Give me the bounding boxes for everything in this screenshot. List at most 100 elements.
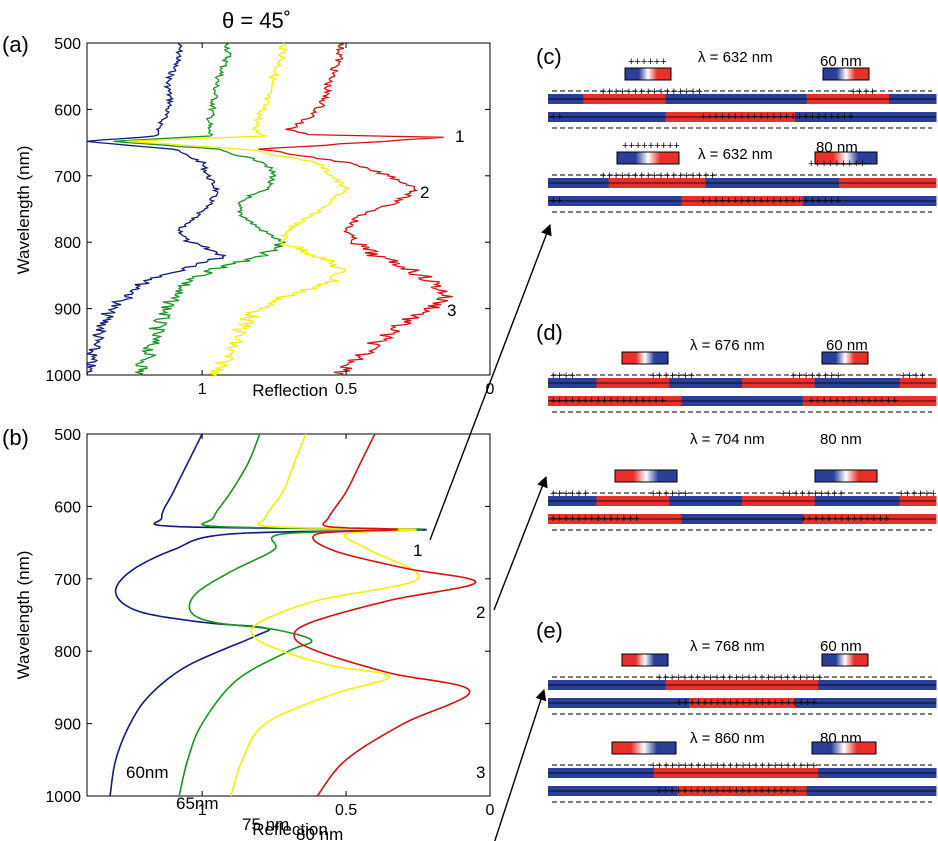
- charge-plus: ++++++++++++++++++: [550, 395, 666, 407]
- nanoparticle-left: [621, 351, 669, 365]
- peak-annotation-3: 3: [447, 301, 456, 320]
- charge-plus: ++++++++++++++++: [600, 86, 703, 98]
- series-line-75nm: [230, 433, 420, 797]
- peak-annotation-1: 1: [413, 541, 422, 560]
- field-graphics: ++++++++++++++++++++++ ++++++ ++++++++++++…: [548, 56, 937, 803]
- charge-plus: ++++: [850, 86, 876, 98]
- lambda-c1: λ = 632 nm: [698, 49, 773, 66]
- x-ticks-b: 1 0.5 0: [198, 434, 495, 819]
- charge-plus: ++++++++++++++: [808, 395, 898, 407]
- metal-film-top: [548, 680, 937, 690]
- y-ticks-b: 500 600 700 800 900 1000: [45, 427, 490, 806]
- arrow-to-e: [494, 688, 547, 841]
- connector-arrows: [429, 223, 552, 841]
- panel-label-b: (b): [2, 425, 29, 450]
- size-c1: 60 nm: [820, 53, 862, 70]
- lambda-d2: λ = 704 nm: [690, 431, 765, 448]
- y-tick-label: 700: [54, 572, 81, 589]
- field-panels: (c) (d) (e) λ = 632 nm 60 nm λ = 632 nm …: [536, 44, 937, 803]
- axes-frame-a: [86, 42, 491, 376]
- charge-plus: ++++++++++++++++++++++++++: [650, 760, 817, 772]
- charge-plus: ++: [550, 111, 563, 123]
- peak-annotation-2: 2: [420, 183, 429, 202]
- y-tick-label: 1000: [45, 368, 81, 385]
- plot-area-a: [85, 42, 453, 376]
- size-d1: 60 nm: [826, 337, 868, 354]
- series-line-color1: [113, 42, 286, 376]
- x-tick-label: 0.5: [335, 802, 357, 819]
- field-e1: λ = 768 nm 60 nm: [690, 638, 862, 655]
- peak-annotation-1: 1: [455, 127, 464, 146]
- metal-film-bottom: [548, 396, 937, 406]
- metal-film-top: [548, 768, 937, 778]
- y-tick-label: 500: [54, 36, 81, 53]
- nanoparticle-left: [611, 741, 677, 755]
- y-axis-label-a: Wavelength (nm): [14, 146, 33, 275]
- lambda-c2: λ = 632 nm: [698, 146, 773, 163]
- metal-film-bottom: [548, 698, 937, 708]
- x-tick-label: 1: [198, 381, 207, 398]
- y-tick-label: 500: [54, 427, 81, 444]
- lambda-e2: λ = 860 nm: [690, 730, 765, 747]
- x-tick-label: 1: [198, 802, 207, 819]
- series-line-color3: [258, 42, 453, 376]
- lambda-e1: λ = 768 nm: [690, 638, 765, 655]
- series-label-60nm: 60nm: [126, 763, 169, 782]
- plot-area-b: [109, 433, 477, 797]
- panel-label-a: (a): [2, 32, 29, 57]
- nanoparticle-right: [811, 741, 877, 755]
- metal-film-top: [548, 378, 937, 388]
- y-ticks-a: 500 600 700 800 900 1000: [45, 36, 490, 385]
- nanoparticle-left: [624, 67, 672, 81]
- metal-film-bottom: [548, 786, 937, 796]
- x-ticks-a: 1 0.5 0: [198, 43, 495, 398]
- charge-plus: ++++: [550, 370, 576, 382]
- charge-plus: +++++++++: [808, 158, 866, 170]
- charge-plus: ++++++++++++++: [550, 513, 640, 525]
- charge-plus: +++++++++: [622, 140, 680, 152]
- panel-label-c: (c): [536, 44, 562, 69]
- charge-plus: ++++++++++++++++++++++++: [700, 111, 854, 123]
- axes-frame-b: [86, 433, 491, 797]
- lambda-d1: λ = 676 nm: [690, 337, 765, 354]
- nanoparticle-right: [821, 351, 869, 365]
- metal-film-bottom: [548, 514, 937, 524]
- charge-plus: ++++++: [898, 488, 937, 500]
- field-c1: λ = 632 nm 60 nm: [698, 49, 862, 70]
- series-line-color2: [127, 42, 350, 376]
- charge-plus: ++++++++++++++++++: [600, 170, 716, 182]
- y-tick-label: 600: [54, 499, 81, 516]
- x-tick-label: 0: [486, 381, 495, 398]
- nanoparticle-right: [822, 67, 870, 81]
- x-axis-label-a: Reflection: [252, 381, 328, 400]
- y-tick-label: 600: [54, 102, 81, 119]
- x-axis-label-b: Reflection: [252, 820, 328, 839]
- arrow-to-d: [493, 475, 548, 611]
- theta-label: θ = 45˚: [222, 8, 291, 33]
- size-d2: 80 nm: [820, 431, 862, 448]
- charge-plus: ++++++++++: [780, 488, 844, 500]
- metal-film-top: [548, 178, 937, 188]
- y-axis-label-b: Wavelength (nm): [14, 551, 33, 680]
- series-label-65nm: 65nm: [176, 794, 219, 813]
- metal-film-top: [548, 94, 937, 104]
- y-tick-label: 700: [54, 169, 81, 186]
- y-tick-label: 1000: [45, 789, 81, 806]
- charge-plus: ++++++: [650, 488, 689, 500]
- peak-annotation-3: 3: [476, 763, 485, 782]
- charge-plus: ++++++++++++++++++++++++++: [656, 672, 823, 684]
- series-line-color0: [85, 42, 227, 376]
- charge-plus: +++++++: [650, 370, 695, 382]
- series-line-80nm: [293, 433, 477, 797]
- annotations-b: 1 2 3: [413, 541, 485, 782]
- nanoparticle-left: [616, 151, 680, 165]
- arrow-to-c: [429, 223, 552, 541]
- annotations-a: 1 2 3: [420, 127, 464, 320]
- series-line-60nm: [109, 433, 427, 797]
- y-tick-label: 900: [54, 717, 81, 734]
- nanoparticle-right: [814, 469, 878, 483]
- series-label-80nm: 80 nm: [296, 825, 343, 841]
- charge-plus: ++++++++++++++++++++++: [676, 697, 817, 709]
